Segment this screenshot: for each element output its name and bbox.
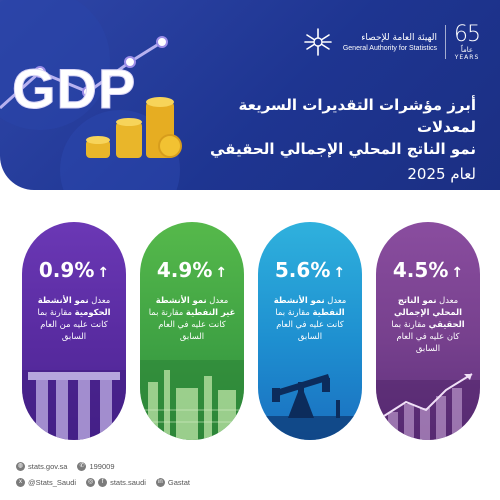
contact-footer: ◍ stats.gov.sa ✆ 199009 x @Stats_Saudi ◎… [16, 458, 216, 494]
card-oil-activities: 5.6% ↑ معدل نمو الأنشطة النفطية مقارنة بم… [258, 222, 362, 440]
website-link[interactable]: ◍ stats.gov.sa [16, 461, 68, 471]
gastat-emblem-icon [304, 28, 332, 56]
x-icon: x [16, 477, 25, 487]
oil-pump-illustration [258, 374, 362, 440]
gastat-logo: الهيئة العامة للإحصاء General Authority … [301, 21, 481, 62]
years-number: 65 [454, 21, 481, 47]
up-arrow-icon: ↑ [215, 265, 228, 281]
industry-illustration [140, 360, 244, 440]
logo-divider [445, 25, 446, 59]
stat-description: معدل نمو الأنشطة غير النفطية مقارنة بما … [148, 295, 236, 341]
title-line-2: نمو الناتج المحلي الإجمالي الحقيقي [210, 140, 476, 158]
gdp-letters: GDP [12, 57, 136, 120]
stat-value: 0.9% ↑ [38, 258, 110, 282]
instagram-icon: ◎ [86, 477, 96, 487]
authority-name-ar: الهيئة العامة للإحصاء [361, 32, 437, 43]
linkedin-link[interactable]: in Gastat [155, 477, 190, 487]
coin-stacks [86, 97, 182, 158]
facebook-icon: f [98, 477, 108, 487]
gdp-graphic: GDP [0, 0, 182, 190]
twitter-link[interactable]: x @Stats_Saudi [16, 477, 76, 487]
title-line-1: أبرز مؤشرات التقديرات السريعة لمعدلات [238, 96, 477, 136]
stat-value: 5.6% ↑ [274, 258, 346, 282]
years-badge: 65 عاماً YEARS [454, 21, 481, 61]
social-link[interactable]: ◎ f stats.saudi [86, 477, 146, 487]
years-label-en: YEARS [454, 53, 480, 61]
globe-icon: ◍ [16, 461, 25, 471]
linkedin-icon: in [155, 477, 165, 487]
card-real-gdp: 4.5% ↑ معدل نمو الناتج المحلي الإجمالي ال… [376, 222, 480, 440]
phone-icon: ✆ [77, 461, 87, 471]
card-non-oil-activities: 4.9% ↑ معدل نمو الأنشطة غير النفطية مقارن… [140, 222, 244, 440]
stat-description: معدل نمو الأنشطة الحكومية مقارنة بما كان… [37, 295, 111, 341]
up-arrow-icon: ↑ [333, 265, 346, 281]
authority-name-en: General Authority for Statistics [342, 44, 437, 52]
stat-description: معدل نمو الناتج المحلي الإجمالي الحقيقي … [391, 295, 465, 353]
years-label-ar: عاماً [460, 45, 474, 54]
page-title: أبرز مؤشرات التقديرات السريعة لمعدلات نم… [186, 94, 476, 186]
growth-chart-illustration [376, 373, 480, 440]
indicator-cards: 0.9% ↑ معدل نمو الأنشطة الحكومية مقارنة ب… [22, 222, 480, 440]
card-government-activities: 0.9% ↑ معدل نمو الأنشطة الحكومية مقارنة ب… [22, 222, 126, 440]
up-arrow-icon: ↑ [451, 265, 464, 281]
title-line-3: لعام 2025 [407, 165, 476, 183]
up-arrow-icon: ↑ [97, 265, 110, 281]
phone-link[interactable]: ✆ 199009 [77, 461, 115, 471]
stat-value: 4.9% ↑ [156, 258, 228, 282]
header-banner: GDP الهيئة العامة للإحصاء General Author… [0, 0, 500, 190]
columns-illustration [22, 370, 126, 440]
stat-description: معدل نمو الأنشطة النفطية مقارنة بما كانت… [273, 295, 347, 341]
stat-value: 4.5% ↑ [392, 258, 464, 282]
